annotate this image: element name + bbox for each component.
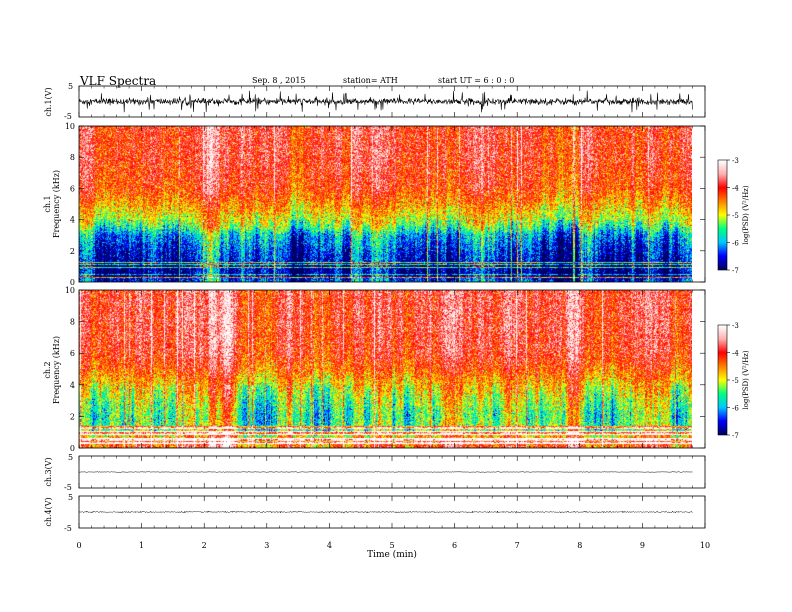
colorbar-1-label: log(PSD) (V²/Hz) [742,185,750,244]
y-tick-label: 10 [65,286,75,295]
y-tick-label: 2 [70,247,75,256]
colorbar-tick-label: -5 [732,377,739,385]
colorbar-1: -3 -4 -5 -6 -7 log(PSD) (V²/Hz) [717,157,750,275]
ch1-spectrogram-ylabel: Frequency (kHz) [52,170,61,238]
x-tick-label: 2 [202,541,207,550]
ch2-spectrogram-panel: 0 2 4 6 8 10 ch.2 Frequency (kHz) [43,286,706,453]
start-time-label: start UT = 6 : 0 : 0 [438,76,514,85]
y-tick-label: 0 [70,278,75,287]
colorbar-2-gradient [718,325,727,435]
figure-title: VLF Spectra [79,74,156,88]
x-axis-label: Time (min) [367,549,417,560]
y-tick-label: 0 [70,444,75,453]
colorbar-tick-label: -3 [732,322,739,330]
colorbar-tick-label: -4 [732,350,739,358]
ch1-spectrogram-channel-label: ch.1 [43,195,52,212]
ch1-waveform-line [78,90,693,113]
ch2-spectrogram-channel-label: ch.2 [43,361,52,378]
colorbar-1-gradient [718,160,727,270]
date-label: Sep. 8 , 2015 [252,76,306,85]
colorbar-tick-label: -4 [732,185,739,193]
ch2-spectrogram-xticks [78,290,706,448]
ch1-ytick-bottom: -5 [64,112,72,121]
x-tick-label: 3 [264,541,269,550]
ch3-ytick-bottom: -5 [64,483,72,492]
ch1-waveform-xticks [78,86,706,117]
x-tick-label: 6 [452,541,457,550]
colorbar-tick-label: -3 [732,157,739,165]
y-tick-label: 8 [70,153,75,162]
x-tick-label: 0 [76,541,81,550]
colorbar-1-ticks: -3 -4 -5 -6 -7 [727,157,739,275]
x-tick-label: 8 [577,541,582,550]
colorbar-2: -3 -4 -5 -6 -7 log(PSD) (V²/Hz) [717,322,750,440]
ch3-waveform-line [78,471,693,473]
ch4-waveform-xticks [78,496,706,528]
ch4-waveform-line [78,510,693,514]
ch1-spectrogram-yticks: 0 2 4 6 8 10 [65,122,705,287]
x-tick-label: 5 [389,541,394,550]
colorbar-2-label: log(PSD) (V²/Hz) [742,350,750,409]
x-tick-label: 1 [139,541,144,550]
ch1-waveform-panel: 5 -5 ch.1(V) [44,82,706,121]
ch3-ytick-top: 5 [68,453,73,462]
ch1-spectrogram-xticks [78,126,706,282]
x-tick-label: 10 [700,541,710,550]
ch4-ytick-top: 5 [68,493,73,502]
ch1-ytick-top: 5 [68,82,73,91]
y-tick-label: 4 [70,381,75,390]
ch3-waveform-panel: 5 -5 ch.3(V) [44,453,706,492]
x-tick-label: 4 [327,541,332,550]
y-tick-label: 8 [70,318,75,327]
ch1-spectrogram-panel: 0 2 4 6 8 10 ch.1 Frequency (kHz) [43,122,706,287]
ch4-ytick-bottom: -5 [64,524,72,533]
y-tick-label: 4 [70,216,75,225]
ch4-waveform-panel: 5 -5 ch.4(V) [44,493,706,533]
station-label: station= ATH [343,76,398,85]
y-tick-label: 2 [70,412,75,421]
colorbar-tick-label: -5 [732,212,739,220]
y-tick-label: 6 [70,184,75,193]
ch1-waveform-ylabel: ch.1(V) [44,87,53,116]
x-tick-label: 9 [640,541,645,550]
colorbar-tick-label: -7 [732,267,739,275]
colorbar-2-ticks: -3 -4 -5 -6 -7 [727,322,739,440]
ch2-spectrogram-image [79,290,692,448]
y-tick-label: 10 [65,122,75,131]
ch4-waveform-ylabel: ch.4(V) [44,497,53,526]
ch3-waveform-xticks [78,456,706,488]
ch2-spectrogram-yticks: 0 2 4 6 8 10 [65,286,705,453]
colorbar-tick-label: -6 [732,405,739,413]
colorbar-tick-label: -7 [732,432,739,440]
ch2-spectrogram-ylabel: Frequency (kHz) [52,336,61,404]
y-tick-label: 6 [70,349,75,358]
ch3-waveform-ylabel: ch.3(V) [44,457,53,486]
colorbar-tick-label: -6 [732,240,739,248]
ch1-spectrogram-image [79,126,692,282]
x-tick-label: 7 [515,541,520,550]
x-axis-tick-labels: 0 1 2 3 4 5 6 7 8 9 10 [76,541,710,550]
